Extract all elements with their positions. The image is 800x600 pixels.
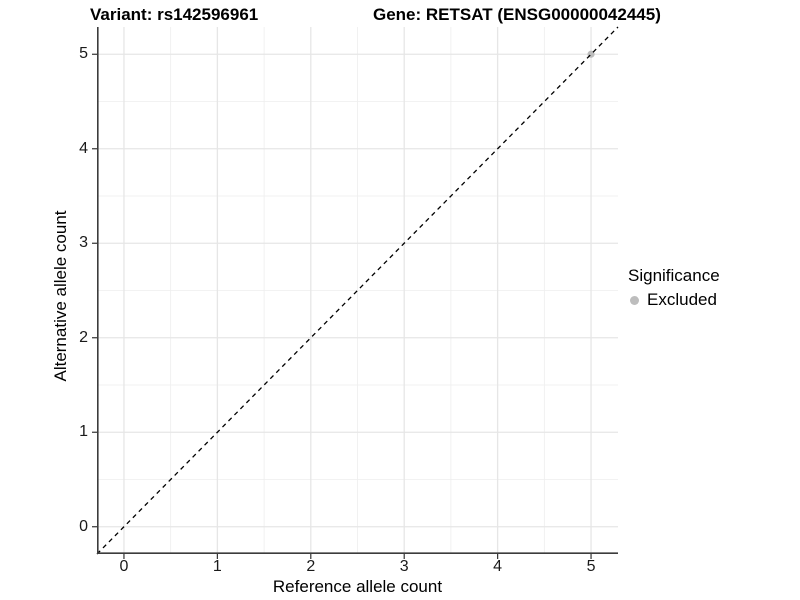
legend-item-excluded: Excluded	[628, 290, 720, 310]
x-axis-tick-label: 2	[306, 558, 316, 575]
plot-canvas	[92, 26, 619, 559]
x-axis-tick-label: 5	[586, 558, 596, 575]
legend-point-icon	[630, 295, 639, 305]
y-axis-tick-label: 0	[79, 517, 88, 535]
plot-title-gene: Gene: RETSAT (ENSG00000042445)	[373, 5, 661, 24]
x-axis-tick-label: 3	[399, 558, 409, 575]
x-axis-title: Reference allele count	[272, 577, 443, 596]
y-axis-tick-label: 2	[79, 328, 88, 346]
x-axis-tick-label: 1	[212, 558, 222, 575]
y-axis-tick-label: 4	[79, 139, 88, 157]
x-axis-tick-label: 0	[119, 558, 129, 575]
plot-panel	[92, 26, 619, 559]
legend-item-label: Excluded	[647, 290, 717, 309]
y-axis-tick-label: 5	[79, 45, 88, 63]
legend: Significance Excluded	[628, 266, 720, 310]
legend-title: Significance	[628, 266, 720, 285]
y-axis-tick-label: 3	[79, 234, 88, 252]
plot-title-variant: Variant: rs142596961	[90, 5, 259, 24]
y-axis-tick-label: 1	[79, 423, 88, 441]
x-axis-tick-label: 4	[493, 558, 503, 575]
y-axis-title: Alternative allele count	[51, 210, 70, 382]
